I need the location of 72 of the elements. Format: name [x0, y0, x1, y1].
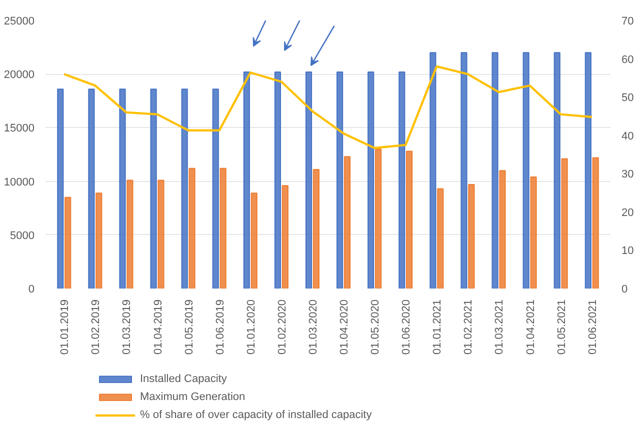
x-tick-label: 01.01.2020	[245, 299, 258, 355]
legend-label: % of share of over capacity of installed capacity	[140, 409, 372, 421]
legend-label: Installed Capacity	[140, 373, 227, 385]
x-tick-label: 01.03.2021	[494, 299, 506, 355]
bar	[250, 192, 258, 288]
bar	[554, 52, 560, 288]
bar	[398, 71, 406, 288]
y2-tick-label: 70	[622, 16, 634, 28]
y2-tick-label: 60	[622, 54, 634, 66]
y-tick-label: 0	[28, 284, 35, 296]
bar	[499, 170, 506, 288]
bar	[243, 71, 250, 288]
bar	[312, 169, 320, 288]
y-tick-label: 10000	[4, 176, 35, 188]
bar	[492, 52, 498, 288]
line-series	[63, 65, 593, 150]
y-tick-label: 5000	[10, 230, 35, 242]
x-tick-label: 01.06.2021	[586, 299, 599, 355]
bar	[64, 196, 72, 288]
x-tick-label: 01.05.2020	[370, 299, 382, 355]
x-tick-label: 01.02.2019	[90, 299, 102, 355]
x-tick-label: 01.02.2020	[276, 299, 288, 355]
bar	[188, 168, 196, 288]
bar	[282, 185, 288, 288]
bar	[406, 150, 413, 288]
y2-tick-label: 50	[622, 92, 634, 104]
bar	[584, 52, 592, 288]
bar	[368, 71, 374, 288]
bar	[181, 88, 188, 288]
bar	[344, 156, 351, 288]
x-tick-label: 01.01.2021	[432, 299, 444, 355]
y2-tick-label: 0	[622, 284, 628, 296]
y2-tick-label: 40	[622, 130, 634, 142]
bar	[561, 158, 568, 288]
x-tick-label: 01.03.2020	[307, 299, 320, 355]
x-tick-label: 01.06.2019	[214, 299, 226, 355]
bar	[150, 88, 157, 288]
x-tick-label: 01.04.2019	[152, 299, 164, 355]
bar	[212, 88, 219, 288]
bar	[57, 88, 64, 288]
bar	[88, 88, 95, 288]
bar	[437, 188, 444, 288]
bar	[158, 180, 164, 288]
x-tick-label: 01.05.2019	[183, 299, 196, 355]
y-tick-label: 20000	[4, 69, 35, 82]
bar	[468, 184, 475, 288]
x-tick-label: 01.01.2019	[59, 299, 72, 355]
x-tick-label: 01.05.2021	[556, 299, 568, 355]
x-tick-label: 01.04.2021	[524, 299, 537, 355]
bar	[374, 148, 382, 288]
bar	[530, 176, 537, 288]
bar	[119, 88, 126, 288]
bar	[220, 168, 226, 288]
bar	[274, 71, 282, 288]
x-tick-label: 01.03.2019	[121, 299, 134, 355]
bar	[126, 180, 134, 288]
bar	[430, 52, 436, 288]
x-tick-label: 01.02.2021	[462, 299, 475, 355]
x-tick-label: 01.04.2020	[338, 299, 351, 355]
bar	[522, 52, 530, 288]
bar	[592, 157, 599, 288]
x-tick-label: 01.06.2020	[400, 299, 413, 355]
bar	[96, 192, 102, 288]
bar	[460, 52, 468, 288]
y2-tick-label: 10	[622, 245, 634, 258]
legend-label: Maximum Generation	[140, 391, 246, 403]
y-tick-label: 15000	[4, 122, 35, 135]
y2-tick-label: 20	[622, 206, 634, 219]
y-tick-label: 25000	[4, 16, 35, 28]
bar	[305, 71, 312, 288]
bar	[336, 71, 344, 288]
y2-tick-label: 30	[622, 168, 634, 181]
